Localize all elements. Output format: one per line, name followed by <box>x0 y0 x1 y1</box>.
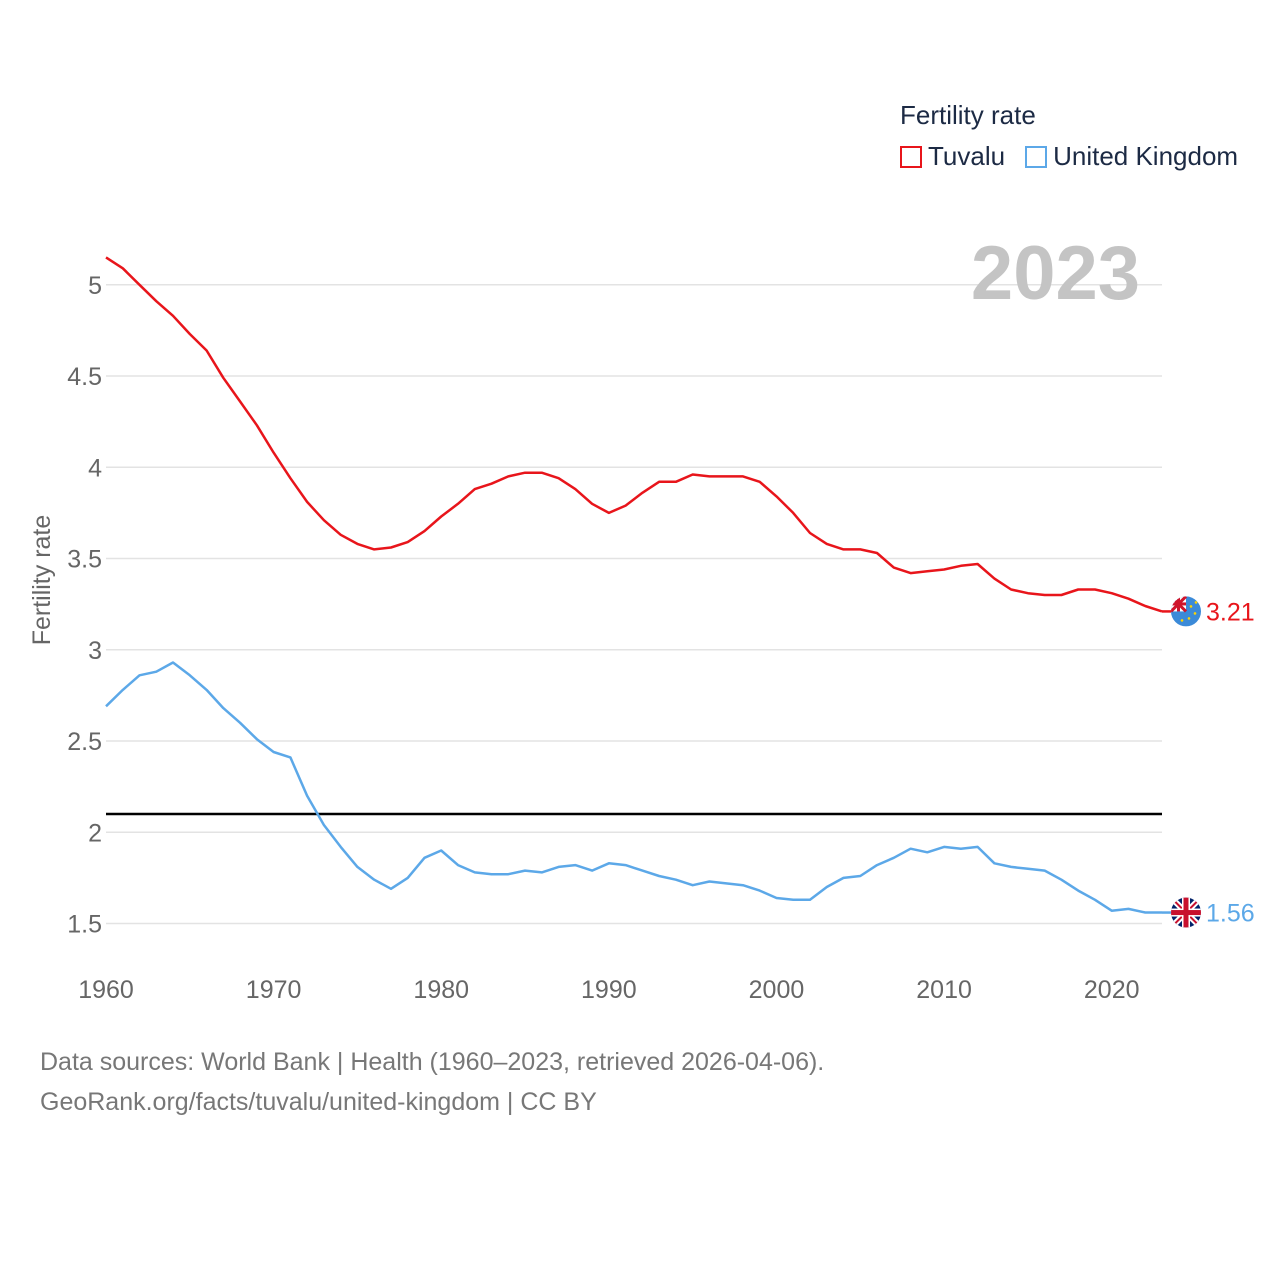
y-tick-label: 3 <box>88 637 102 665</box>
y-tick-labels: 1.5 2 2.5 3 3.5 4 4.5 5 <box>67 272 102 939</box>
legend-swatch-tuvalu <box>900 145 922 168</box>
series-line-united-kingdom <box>105 661 1162 914</box>
x-tick-label: 1960 <box>78 976 134 1004</box>
x-tick-labels: 1960 1970 1980 1990 2000 2010 2020 <box>78 976 1139 1004</box>
x-tick-label: 1970 <box>246 976 302 1004</box>
legend-label-united-kingdom: United Kingdom <box>1053 141 1239 171</box>
tuvalu-flag-icon <box>1171 596 1201 627</box>
data-sources-text: Data sources: World Bank | Health (1960–… <box>40 1048 825 1076</box>
year-label: 2023 <box>971 231 1140 316</box>
y-tick-label: 2.5 <box>67 728 102 756</box>
uk-flag-icon <box>1171 897 1201 928</box>
legend-title: Fertility rate <box>900 100 1036 130</box>
y-tick-label: 4.5 <box>67 363 102 391</box>
legend-item-united-kingdom[interactable]: United Kingdom <box>1025 141 1238 172</box>
legend-item-tuvalu[interactable]: Tuvalu <box>900 141 1005 172</box>
x-tick-label: 1990 <box>581 976 637 1004</box>
x-tick-label: 1980 <box>413 976 469 1004</box>
series-lines <box>105 256 1171 914</box>
y-tick-label: 1.5 <box>67 911 102 939</box>
legend-swatch-united-kingdom <box>1025 145 1048 168</box>
x-tick-label: 2020 <box>1084 976 1140 1004</box>
y-tick-label: 4 <box>88 454 102 482</box>
y-tick-label: 2 <box>88 819 102 847</box>
x-tick-label: 2000 <box>749 976 805 1004</box>
uk-end-value-label: 1.56 <box>1206 900 1255 928</box>
y-tick-label: 3.5 <box>67 546 102 574</box>
attribution-text: GeoRank.org/facts/tuvalu/united-kingdom … <box>40 1088 597 1116</box>
y-gridlines <box>106 284 1162 925</box>
y-axis-label: Fertility rate <box>28 515 56 646</box>
tuvalu-end-value-label: 3.21 <box>1206 598 1255 626</box>
legend-label-tuvalu: Tuvalu <box>928 141 1006 171</box>
x-tick-label: 2010 <box>916 976 972 1004</box>
series-line-tuvalu <box>105 256 1163 613</box>
footer: Data sources: World Bank | Health (1960–… <box>40 1042 824 1122</box>
y-tick-label: 5 <box>88 272 102 300</box>
legend: Fertility rate Tuvalu United Kingdom <box>900 100 1258 172</box>
